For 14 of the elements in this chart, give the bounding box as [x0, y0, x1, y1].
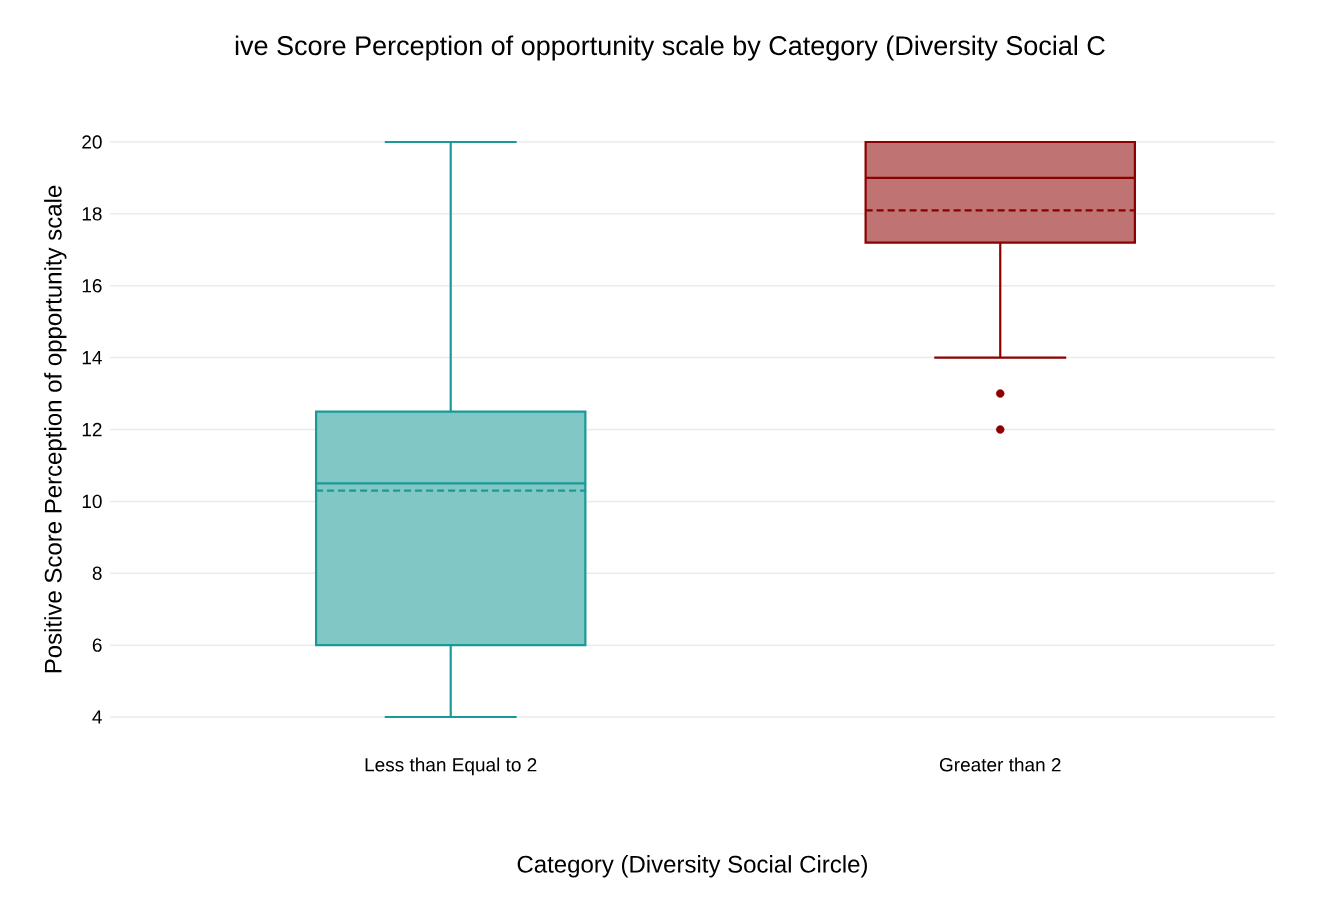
y-tick-label: 16: [82, 279, 102, 293]
y-tick-label: 4: [92, 710, 102, 724]
x-axis-title: Category (Diversity Social Circle): [517, 855, 867, 878]
y-tick-label: 8: [92, 566, 102, 580]
y-tick-label: 20: [82, 135, 102, 149]
y-tick-label: 14: [82, 351, 102, 365]
y-axis-title: Positive Score Perception of opportunity scale: [44, 185, 67, 673]
chart-title: ive Score Perception of opportunity scale by Category (Diversity Social C: [235, 35, 1105, 61]
x-tick-label: Greater than 2: [939, 757, 1061, 772]
x-tick-label: Less than Equal to 2: [365, 757, 537, 776]
y-tick-label: 12: [82, 422, 102, 437]
y-tick-label: 6: [92, 638, 102, 652]
y-tick-label: 18: [82, 207, 102, 221]
y-tick-label: 10: [82, 494, 102, 509]
